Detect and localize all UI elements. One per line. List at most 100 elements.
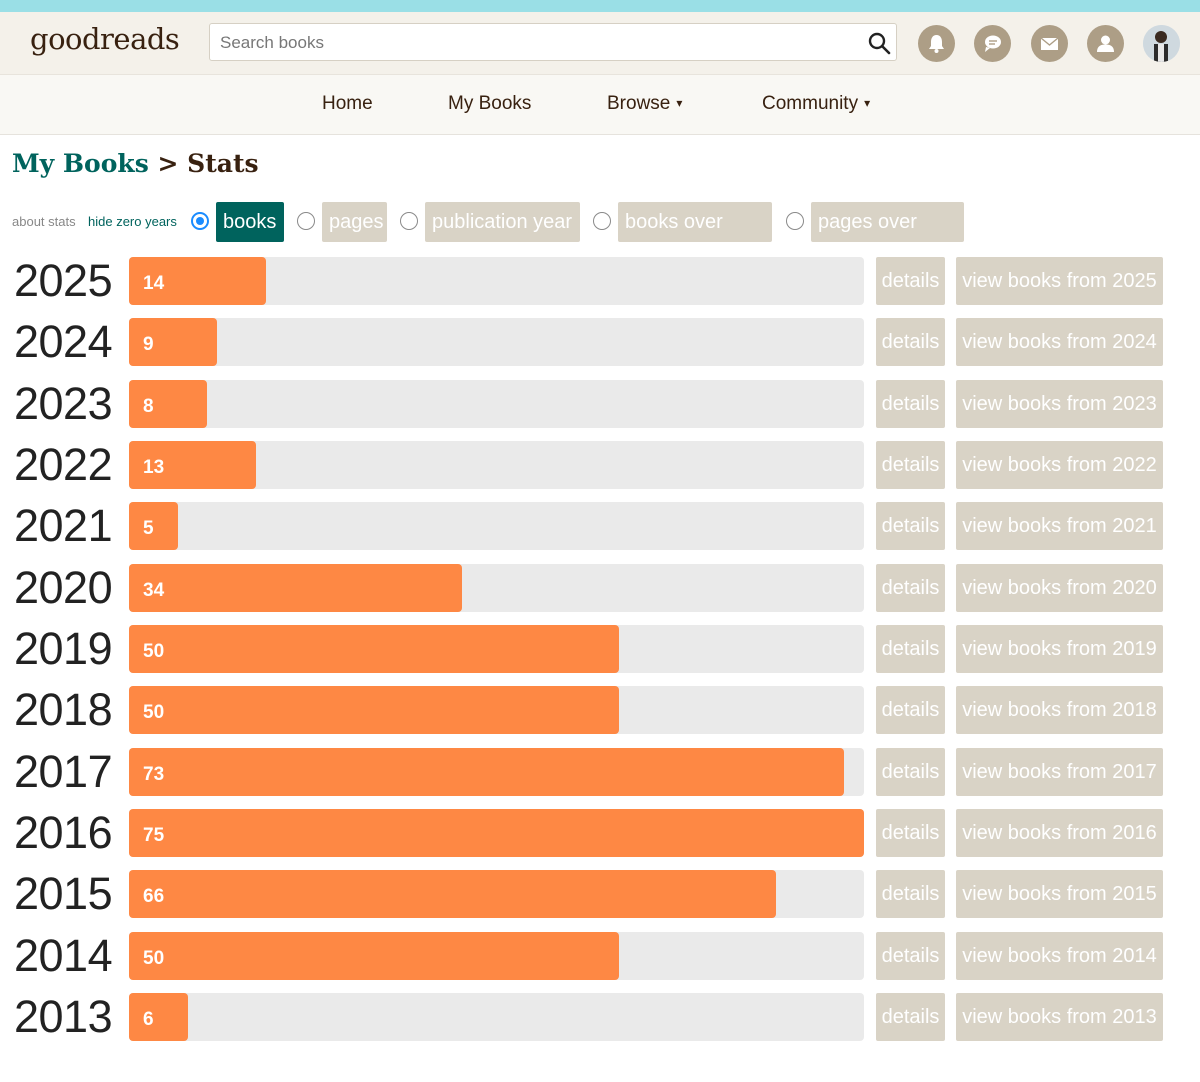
- bar: 50: [129, 625, 619, 673]
- year-label: 2019: [14, 623, 113, 674]
- friends-button[interactable]: [1087, 25, 1124, 62]
- search-icon[interactable]: [867, 31, 891, 55]
- bar: 5: [129, 502, 178, 550]
- details-button[interactable]: details: [876, 318, 945, 366]
- view-books-prefix: view books from: [962, 270, 1113, 292]
- year-label: 2015: [14, 868, 113, 919]
- search-box: [209, 23, 897, 62]
- nav-browse[interactable]: Browse ▾: [607, 93, 682, 115]
- year-row: 2018 50 details view books from 2018: [0, 684, 1200, 735]
- view-books-button[interactable]: view books from 2017: [956, 748, 1163, 796]
- bar: 50: [129, 932, 619, 980]
- view-books-button[interactable]: view books from 2015: [956, 870, 1163, 918]
- bar: 8: [129, 380, 207, 428]
- bar-track: 50: [129, 932, 864, 980]
- view-books-prefix: view books from: [962, 393, 1113, 415]
- radio-pages-over-time[interactable]: [786, 212, 804, 230]
- tab-books-over-time[interactable]: books over time: [618, 202, 772, 273]
- view-books-button[interactable]: view books from 2013: [956, 993, 1163, 1041]
- view-books-year: 2017: [1112, 761, 1157, 783]
- view-books-button[interactable]: view books from 2020: [956, 564, 1163, 612]
- view-books-prefix: view books from: [962, 577, 1113, 599]
- bar-track: 8: [129, 380, 864, 428]
- tab-pages[interactable]: pages: [322, 202, 387, 242]
- radio-books-over-time[interactable]: [593, 212, 611, 230]
- details-button[interactable]: details: [876, 564, 945, 612]
- bar-value-label: 50: [143, 641, 165, 662]
- view-books-button[interactable]: view books from 2024: [956, 318, 1163, 366]
- details-button[interactable]: details: [876, 809, 945, 857]
- bar-track: 50: [129, 625, 864, 673]
- avatar[interactable]: [1143, 25, 1180, 62]
- nav-my-books[interactable]: My Books: [448, 93, 532, 114]
- view-books-button[interactable]: view books from 2018: [956, 686, 1163, 734]
- view-books-year: 2024: [1112, 331, 1157, 353]
- year-label: 2023: [14, 378, 113, 429]
- tab-publication-year[interactable]: publication year: [425, 202, 580, 242]
- bar: 66: [129, 870, 776, 918]
- breadcrumb-my-books[interactable]: My Books: [12, 149, 149, 178]
- details-button[interactable]: details: [876, 870, 945, 918]
- radio-pages[interactable]: [297, 212, 315, 230]
- view-books-year: 2023: [1112, 393, 1157, 415]
- tab-pages-over-time[interactable]: pages over time: [811, 202, 964, 273]
- view-books-button[interactable]: view books from 2016: [956, 809, 1163, 857]
- details-button[interactable]: details: [876, 257, 945, 305]
- year-row: 2013 6 details view books from 2013: [0, 991, 1200, 1042]
- chat-icon: [985, 35, 1001, 52]
- view-books-button[interactable]: view books from 2019: [956, 625, 1163, 673]
- view-books-year: 2022: [1112, 454, 1157, 476]
- friends-icon: [1097, 35, 1114, 52]
- view-books-prefix: view books from: [962, 515, 1113, 537]
- bar: 34: [129, 564, 462, 612]
- bar: 75: [129, 809, 864, 857]
- bar-track: 13: [129, 441, 864, 489]
- goodreads-logo[interactable]: goodreads: [30, 22, 180, 56]
- header: goodreads: [0, 12, 1200, 74]
- nav-home[interactable]: Home: [322, 93, 373, 114]
- breadcrumb: My Books > Stats: [12, 149, 259, 178]
- year-label: 2021: [14, 500, 113, 551]
- view-books-prefix: view books from: [962, 331, 1113, 353]
- tab-books[interactable]: books: [216, 202, 284, 242]
- view-books-prefix: view books from: [962, 1006, 1113, 1028]
- details-button[interactable]: details: [876, 441, 945, 489]
- search-input[interactable]: [210, 24, 862, 62]
- view-books-prefix: view books from: [962, 699, 1113, 721]
- nav-browse-label: Browse: [607, 93, 671, 114]
- about-stats-link[interactable]: about stats: [12, 214, 76, 229]
- year-label: 2024: [14, 316, 113, 367]
- view-books-button[interactable]: view books from 2022: [956, 441, 1163, 489]
- year-row: 2023 8 details view books from 2023: [0, 378, 1200, 429]
- radio-publication-year[interactable]: [400, 212, 418, 230]
- view-books-button[interactable]: view books from 2023: [956, 380, 1163, 428]
- bar: 73: [129, 748, 844, 796]
- view-books-year: 2018: [1112, 699, 1157, 721]
- details-button[interactable]: details: [876, 380, 945, 428]
- bar-value-label: 6: [143, 1009, 154, 1030]
- radio-books[interactable]: [191, 212, 209, 230]
- details-button[interactable]: details: [876, 625, 945, 673]
- details-button[interactable]: details: [876, 748, 945, 796]
- discussions-button[interactable]: [974, 25, 1011, 62]
- bar-value-label: 13: [143, 457, 165, 478]
- nav-community[interactable]: Community ▾: [762, 93, 870, 115]
- year-label: 2025: [14, 255, 113, 306]
- details-button[interactable]: details: [876, 993, 945, 1041]
- hide-zero-years-link[interactable]: hide zero years: [88, 214, 177, 229]
- details-button[interactable]: details: [876, 502, 945, 550]
- view-books-button[interactable]: view books from 2014: [956, 932, 1163, 980]
- bar-track: 73: [129, 748, 864, 796]
- view-books-button[interactable]: view books from 2021: [956, 502, 1163, 550]
- view-books-year: 2025: [1112, 270, 1157, 292]
- year-row: 2017 73 details view books from 2017: [0, 746, 1200, 797]
- bar-value-label: 50: [143, 948, 165, 969]
- year-label: 2013: [14, 991, 113, 1042]
- details-button[interactable]: details: [876, 686, 945, 734]
- year-label: 2022: [14, 439, 113, 490]
- details-button[interactable]: details: [876, 932, 945, 980]
- view-books-button[interactable]: view books from 2025: [956, 257, 1163, 305]
- year-label: 2018: [14, 684, 113, 735]
- messages-button[interactable]: [1031, 25, 1068, 62]
- notifications-button[interactable]: [918, 25, 955, 62]
